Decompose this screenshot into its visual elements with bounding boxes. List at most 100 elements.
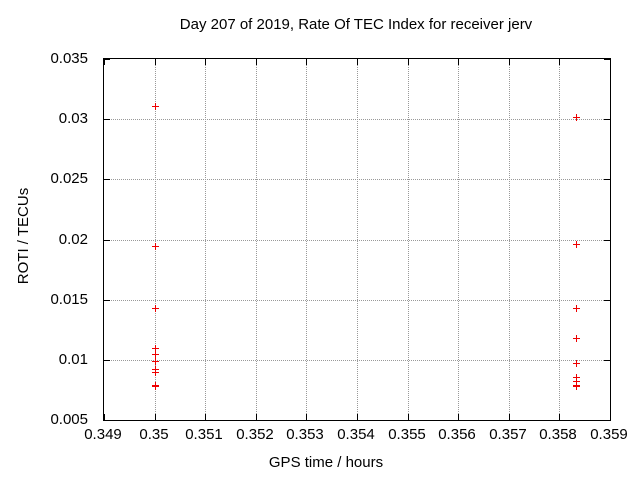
x-tick-label: 0.353 (286, 426, 324, 443)
marker-stroke-v (576, 360, 577, 367)
y-tick-label: 0.01 (58, 351, 88, 368)
x-tick-top (357, 59, 358, 65)
y-tick-left (104, 179, 110, 180)
y-tick-right (604, 300, 610, 301)
y-tick-label: 0.005 (50, 411, 88, 428)
x-axis-label: GPS time / hours (268, 454, 384, 471)
y-tick-left (104, 240, 110, 241)
x-tick-top (610, 59, 611, 65)
marker-stroke-v (155, 103, 156, 110)
x-tick-bottom (610, 414, 611, 420)
x-tick-bottom (458, 414, 459, 420)
data-point-marker (573, 114, 580, 121)
marker-stroke-v (576, 241, 577, 248)
plot-area (103, 58, 611, 421)
x-tick-top (458, 59, 459, 65)
marker-stroke-v (576, 374, 577, 381)
marker-stroke-v (576, 114, 577, 121)
marker-stroke-v (155, 358, 156, 365)
x-gridline (256, 59, 257, 420)
y-tick-left (104, 300, 110, 301)
y-tick-right (604, 240, 610, 241)
x-gridline (306, 59, 307, 420)
marker-stroke-v (155, 243, 156, 250)
marker-stroke-v (155, 383, 156, 390)
x-tick-bottom (408, 414, 409, 420)
y-gridline (104, 360, 610, 361)
x-tick-top (408, 59, 409, 65)
data-point-marker (152, 305, 159, 312)
data-point-marker (573, 374, 580, 381)
x-tick-bottom (509, 414, 510, 420)
y-tick-label: 0.015 (50, 291, 88, 308)
x-tick-bottom (205, 414, 206, 420)
x-gridline (408, 59, 409, 420)
x-tick-bottom (306, 414, 307, 420)
x-tick-label: 0.358 (539, 426, 577, 443)
x-tick-label: 0.356 (438, 426, 476, 443)
data-point-marker (152, 369, 159, 376)
marker-stroke-v (576, 383, 577, 390)
y-tick-label: 0.03 (58, 110, 88, 127)
marker-stroke-v (155, 369, 156, 376)
x-tick-bottom (256, 414, 257, 420)
y-gridline (104, 179, 610, 180)
data-point-marker (573, 241, 580, 248)
y-tick-right (604, 119, 610, 120)
y-gridline (104, 240, 610, 241)
y-tick-label: 0.035 (50, 50, 88, 67)
x-tick-label: 0.354 (337, 426, 375, 443)
x-gridline (205, 59, 206, 420)
data-point-marker (152, 345, 159, 352)
chart-title: Day 207 of 2019, Rate Of TEC Index for r… (179, 16, 533, 33)
x-gridline (458, 59, 459, 420)
x-tick-label: 0.349 (84, 426, 122, 443)
y-tick-right (604, 360, 610, 361)
data-point-marker (573, 305, 580, 312)
x-tick-label: 0.357 (489, 426, 527, 443)
x-tick-label: 0.35 (139, 426, 169, 443)
y-tick-left (104, 59, 110, 60)
marker-stroke-v (155, 345, 156, 352)
x-tick-bottom (104, 414, 105, 420)
marker-stroke-v (576, 335, 577, 342)
x-tick-bottom (559, 414, 560, 420)
marker-stroke-v (576, 378, 577, 385)
data-point-marker (152, 358, 159, 365)
data-point-marker (152, 351, 159, 358)
data-point-marker (152, 243, 159, 250)
data-point-marker (573, 360, 580, 367)
x-tick-top (104, 59, 105, 65)
x-tick-top (256, 59, 257, 65)
marker-stroke-v (576, 305, 577, 312)
y-tick-left (104, 119, 110, 120)
data-point-marker (152, 383, 159, 390)
y-tick-right (604, 179, 610, 180)
x-tick-top (509, 59, 510, 65)
x-gridline (509, 59, 510, 420)
x-tick-bottom (155, 414, 156, 420)
y-tick-right (604, 420, 610, 421)
x-tick-label: 0.355 (388, 426, 426, 443)
x-tick-label: 0.351 (185, 426, 223, 443)
y-tick-right (604, 59, 610, 60)
marker-stroke-v (155, 305, 156, 312)
y-tick-left (104, 420, 110, 421)
data-point-marker (573, 335, 580, 342)
x-tick-label: 0.359 (590, 426, 628, 443)
x-tick-top (205, 59, 206, 65)
x-gridline (559, 59, 560, 420)
x-gridline (357, 59, 358, 420)
x-tick-top (559, 59, 560, 65)
data-point-marker (573, 378, 580, 385)
data-point-marker (573, 383, 580, 390)
y-gridline (104, 119, 610, 120)
x-gridline (155, 59, 156, 420)
x-tick-top (155, 59, 156, 65)
marker-stroke-v (155, 351, 156, 358)
x-tick-top (306, 59, 307, 65)
y-tick-label: 0.025 (50, 170, 88, 187)
y-gridline (104, 300, 610, 301)
x-tick-label: 0.352 (236, 426, 274, 443)
